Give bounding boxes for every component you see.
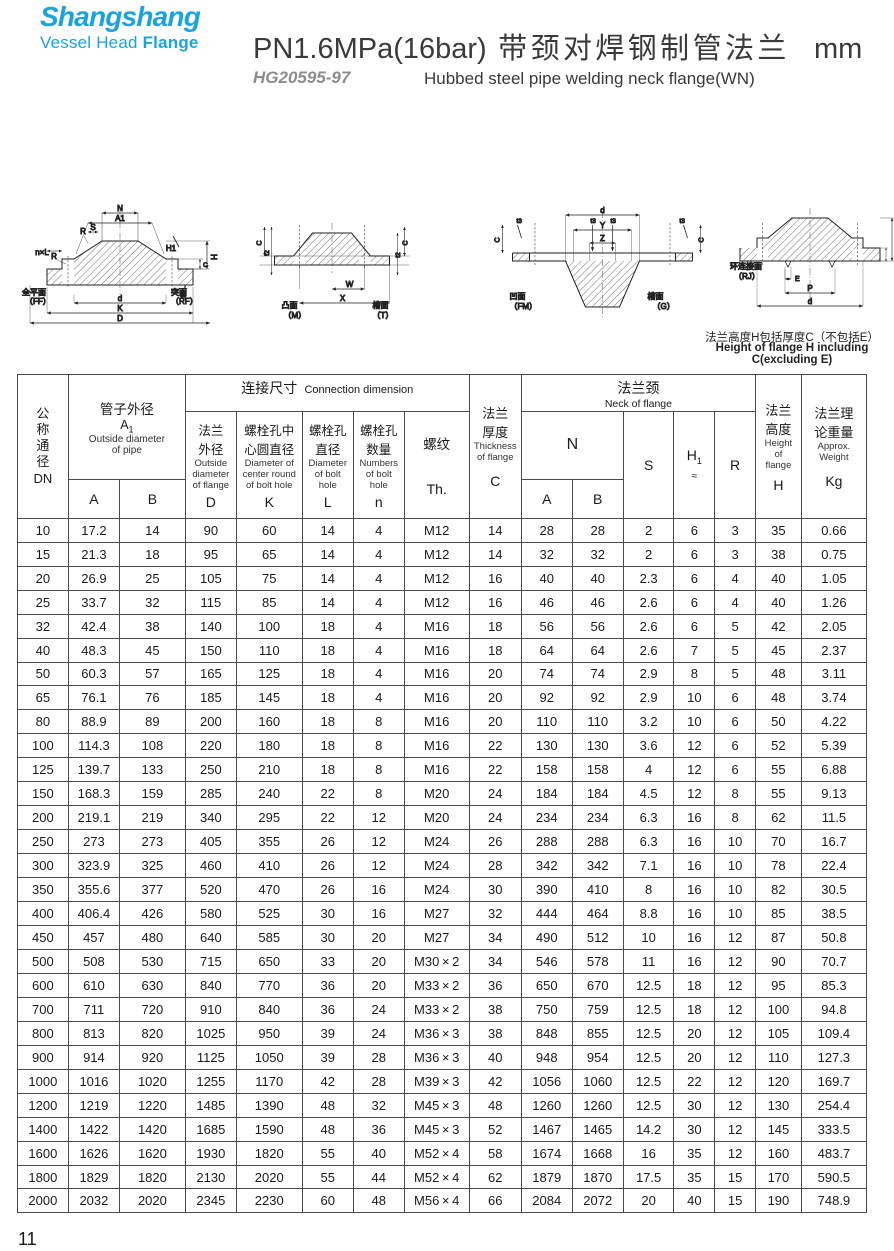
svg-text:N: N	[117, 204, 123, 213]
svg-text:C: C	[257, 240, 264, 245]
svg-text:（G）: （G）	[653, 302, 675, 311]
svg-text:C: C	[203, 262, 208, 269]
svg-text:Y: Y	[600, 221, 606, 230]
svg-text:d: d	[118, 294, 122, 303]
svg-text:（M）: （M）	[284, 311, 307, 320]
svg-text:（RF）: （RF）	[171, 297, 198, 306]
svg-text:（FM）: （FM）	[510, 302, 538, 311]
svg-text:Z: Z	[600, 234, 605, 243]
svg-text:t3: t3	[517, 218, 523, 225]
svg-text:H1: H1	[166, 244, 177, 253]
svg-text:K: K	[117, 304, 123, 313]
svg-text:A1: A1	[115, 214, 125, 223]
svg-text:t2: t2	[395, 252, 402, 258]
svg-text:H: H	[209, 254, 218, 260]
svg-text:D: D	[117, 314, 123, 323]
svg-text:E: E	[795, 276, 800, 283]
svg-text:环连接面: 环连接面	[730, 261, 762, 271]
svg-text:t3: t3	[611, 218, 617, 225]
svg-text:全平面: 全平面	[22, 287, 46, 297]
svg-text:R: R	[51, 252, 57, 261]
svg-text:（FF）: （FF）	[25, 297, 51, 306]
svg-text:S: S	[90, 223, 95, 232]
svg-text:d: d	[808, 297, 812, 306]
svg-text:d: d	[600, 206, 604, 215]
svg-text:R: R	[80, 227, 86, 236]
svg-text:C: C	[403, 240, 410, 245]
svg-text:凸面: 凸面	[282, 301, 298, 310]
svg-text:X: X	[340, 294, 346, 303]
svg-text:P: P	[807, 284, 812, 293]
svg-text:C: C	[495, 237, 502, 242]
svg-text:t2: t2	[264, 250, 271, 256]
svg-text:n×L: n×L	[35, 248, 49, 257]
svg-text:t3: t3	[680, 218, 686, 225]
svg-text:槽面: 槽面	[373, 300, 389, 310]
svg-text:t3: t3	[591, 218, 597, 225]
svg-text:（T）: （T）	[373, 311, 394, 320]
svg-text:凹面: 凹面	[510, 292, 526, 301]
svg-text:（RJ）: （RJ）	[734, 272, 760, 281]
svg-text:W: W	[346, 280, 354, 289]
svg-text:槽面: 槽面	[648, 291, 664, 301]
svg-text:突面: 突面	[171, 287, 187, 297]
svg-text:C: C	[699, 237, 706, 242]
